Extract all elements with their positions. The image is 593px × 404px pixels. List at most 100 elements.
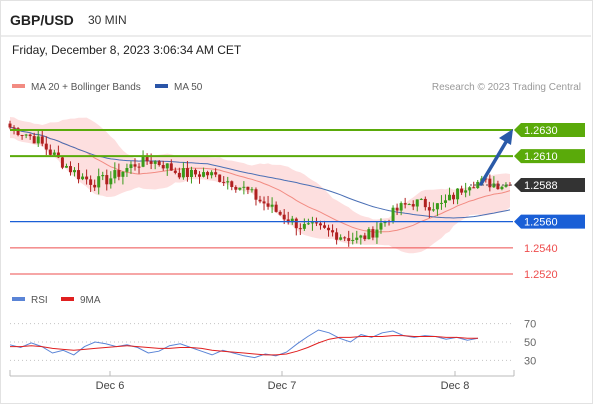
- level-tag-1.2610: 1.2610: [514, 149, 585, 164]
- bullish-candle: [202, 172, 206, 177]
- bullish-candle: [379, 223, 383, 230]
- bearish-candle: [214, 172, 218, 175]
- bearish-candle: [427, 207, 431, 211]
- legend-ma50-label: MA 50: [174, 82, 203, 93]
- level-tag-shape: [514, 123, 585, 137]
- bullish-candle: [101, 175, 105, 177]
- 9ma-swatch: [61, 297, 74, 302]
- timeframe-label: 30 MIN: [88, 13, 127, 27]
- bearish-candle: [105, 175, 109, 185]
- bearish-candle: [423, 198, 427, 208]
- bearish-candle: [266, 203, 270, 207]
- bullish-candle: [492, 183, 496, 188]
- chart-header: GBP/USD 30 MIN: [0, 0, 591, 38]
- bearish-candle: [218, 174, 222, 182]
- level-label-1.2560: 1.2560: [524, 217, 558, 229]
- bullish-candle: [367, 229, 371, 240]
- level-label-1.2540: 1.2540: [524, 243, 558, 255]
- bearish-candle: [254, 189, 258, 200]
- level-label-1.2588: 1.2588: [524, 180, 558, 192]
- bullish-candle: [302, 223, 306, 229]
- price-plot-area: [8, 117, 512, 254]
- level-label-1.2520: 1.2520: [524, 269, 558, 281]
- rsi-swatch: [12, 297, 25, 302]
- bearish-candle: [314, 222, 318, 224]
- bearish-candle: [294, 218, 298, 229]
- legend-ma20-label: MA 20 + Bollinger Bands: [31, 82, 141, 93]
- bullish-candle: [351, 239, 355, 241]
- bearish-candle: [145, 156, 149, 162]
- ma50-line: [9, 127, 511, 219]
- bullish-candle: [242, 186, 246, 188]
- bearish-candle: [282, 214, 286, 220]
- bearish-candle: [16, 128, 20, 135]
- bullish-candle: [36, 136, 40, 144]
- bullish-candle: [189, 169, 193, 177]
- legend-rsi-label: RSI: [31, 295, 48, 306]
- bullish-candle: [129, 164, 133, 169]
- bearish-candle: [262, 201, 266, 204]
- bearish-candle: [89, 179, 93, 185]
- bearish-candle: [173, 170, 177, 173]
- bullish-candle: [464, 190, 468, 193]
- rsi-tick-70: 70: [524, 319, 536, 331]
- level-tag-1.2588: 1.2588: [514, 177, 585, 192]
- bearish-candle: [40, 136, 44, 144]
- bullish-candle: [181, 168, 185, 178]
- chart-timestamp: Friday, December 8, 2023 3:06:34 AM CET: [12, 43, 242, 57]
- bullish-candle: [310, 222, 314, 224]
- rsi-line: [9, 329, 479, 359]
- bearish-candle: [335, 232, 339, 240]
- bullish-candle: [97, 176, 101, 188]
- bearish-candle: [327, 227, 331, 231]
- bullish-candle: [73, 170, 77, 173]
- bullish-candle: [476, 181, 480, 189]
- bearish-candle: [169, 163, 173, 171]
- bearish-candle: [395, 207, 399, 211]
- bearish-candle: [193, 169, 197, 175]
- level-tag-1.2520: 1.2520: [524, 269, 558, 281]
- bearish-candle: [85, 176, 89, 180]
- bullish-candle: [64, 166, 68, 168]
- x-tick-label: Dec 7: [268, 380, 297, 392]
- bullish-candle: [153, 161, 157, 164]
- bearish-candle: [32, 136, 36, 144]
- bearish-candle: [206, 172, 210, 176]
- level-tag-1.2560: 1.2560: [514, 214, 585, 229]
- level-tag-shape: [514, 177, 585, 192]
- bearish-candle: [496, 183, 500, 190]
- bearish-candle: [177, 172, 181, 178]
- bullish-candle: [448, 194, 452, 201]
- bullish-candle: [419, 198, 423, 200]
- bearish-candle: [278, 211, 282, 215]
- bearish-candle: [234, 187, 238, 190]
- legend-9ma: 9MA: [61, 295, 101, 306]
- bearish-candle: [298, 228, 302, 230]
- bearish-candle: [48, 149, 52, 155]
- bearish-candle: [117, 170, 121, 177]
- currency-pair-title: GBP/USD: [10, 12, 74, 28]
- bullish-candle: [270, 204, 274, 207]
- bullish-candle: [407, 204, 411, 206]
- x-tick-label: Dec 8: [441, 380, 470, 392]
- rsi-tick-50: 50: [524, 337, 536, 349]
- bullish-candle: [226, 181, 230, 183]
- bullish-candle: [431, 209, 435, 211]
- bearish-candle: [460, 188, 464, 193]
- bullish-candle: [113, 170, 117, 179]
- research-credit: Research © 2023 Trading Central: [431, 82, 581, 93]
- ma20-swatch: [12, 84, 25, 89]
- bearish-candle: [488, 178, 492, 188]
- legend-rsi: RSI: [12, 295, 48, 306]
- bearish-candle: [20, 134, 24, 136]
- bearish-candle: [56, 152, 60, 158]
- bullish-candle: [210, 172, 214, 176]
- legend-ma50: MA 50: [155, 82, 202, 93]
- bearish-candle: [185, 168, 189, 177]
- bullish-candle: [306, 223, 310, 225]
- bearish-candle: [44, 143, 48, 150]
- bearish-candle: [60, 157, 64, 168]
- bearish-candle: [8, 123, 12, 128]
- level-tag-1.2630: 1.2630: [514, 123, 585, 137]
